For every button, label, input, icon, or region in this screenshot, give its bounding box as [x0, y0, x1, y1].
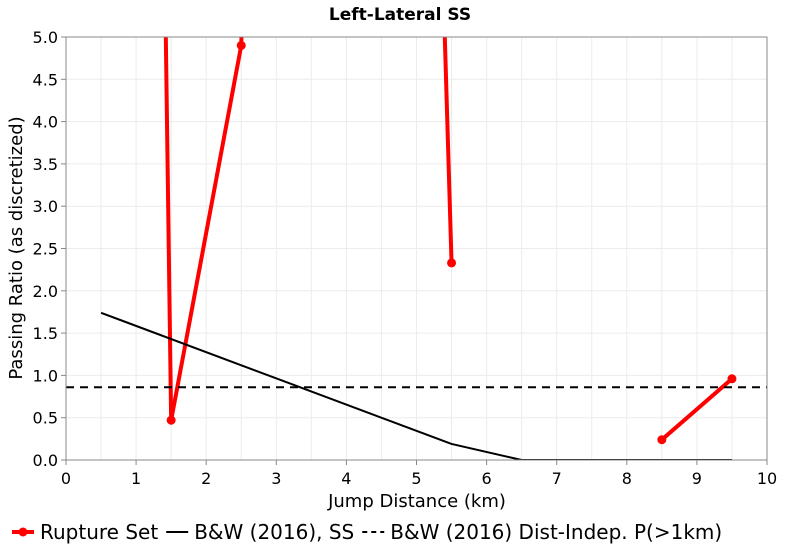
legend-label: B&W (2016) Dist-Indep. P(>1km)	[390, 520, 722, 544]
data-point	[236, 40, 246, 50]
y-tick-label: 5.0	[33, 28, 58, 47]
y-axis-label: Passing Ratio (as discretized)	[6, 116, 27, 379]
y-tick-label: 1.0	[33, 366, 58, 385]
data-point	[166, 415, 176, 425]
y-tick-label: 0.0	[33, 451, 58, 470]
series-line	[169, 45, 244, 421]
data-point	[657, 435, 667, 445]
x-tick-label: 7	[552, 469, 562, 488]
x-tick-label: 1	[131, 469, 141, 488]
x-tick-label: 8	[622, 469, 632, 488]
y-tick-label: 4.0	[33, 113, 58, 132]
chart-title: Left-Lateral SS	[329, 5, 471, 25]
y-tick-label: 3.0	[33, 197, 58, 216]
series-line	[100, 311, 732, 460]
x-tick-label: 0	[61, 469, 71, 488]
y-tick-label: 2.0	[33, 282, 58, 301]
data-point	[727, 374, 737, 384]
legend-marker	[18, 527, 28, 537]
legend-label: Rupture Set	[40, 520, 158, 544]
y-tick-label: 1.5	[33, 324, 58, 343]
axes: 0 1 2 3 4 5 6 7 8 9 10 0.0 0.5 1.0 1.5 2.0 2.5 3.0 3.5 4.0 4…	[33, 28, 778, 488]
x-tick-label: 9	[692, 469, 702, 488]
series-layer	[66, 37, 767, 460]
x-tick-label: 2	[201, 469, 211, 488]
legend-label: B&W (2016), SS	[194, 520, 354, 544]
series-line	[660, 377, 734, 442]
y-tick-label: 2.5	[33, 240, 58, 259]
y-tick-label: 4.5	[33, 70, 58, 89]
legend: Rupture Set B&W (2016), SS B&W (2016) Dist…	[12, 520, 722, 544]
x-tick-label: 3	[271, 469, 281, 488]
x-tick-label: 6	[482, 469, 492, 488]
x-tick-label: 4	[341, 469, 351, 488]
plot-area	[66, 37, 767, 460]
x-tick-label: 10	[757, 469, 777, 488]
y-tick-label: 0.5	[33, 409, 58, 428]
x-axis-label: Jump Distance (km)	[327, 491, 506, 512]
y-tick-label: 3.5	[33, 155, 58, 174]
data-point	[447, 258, 457, 268]
x-tick-label: 5	[411, 469, 421, 488]
